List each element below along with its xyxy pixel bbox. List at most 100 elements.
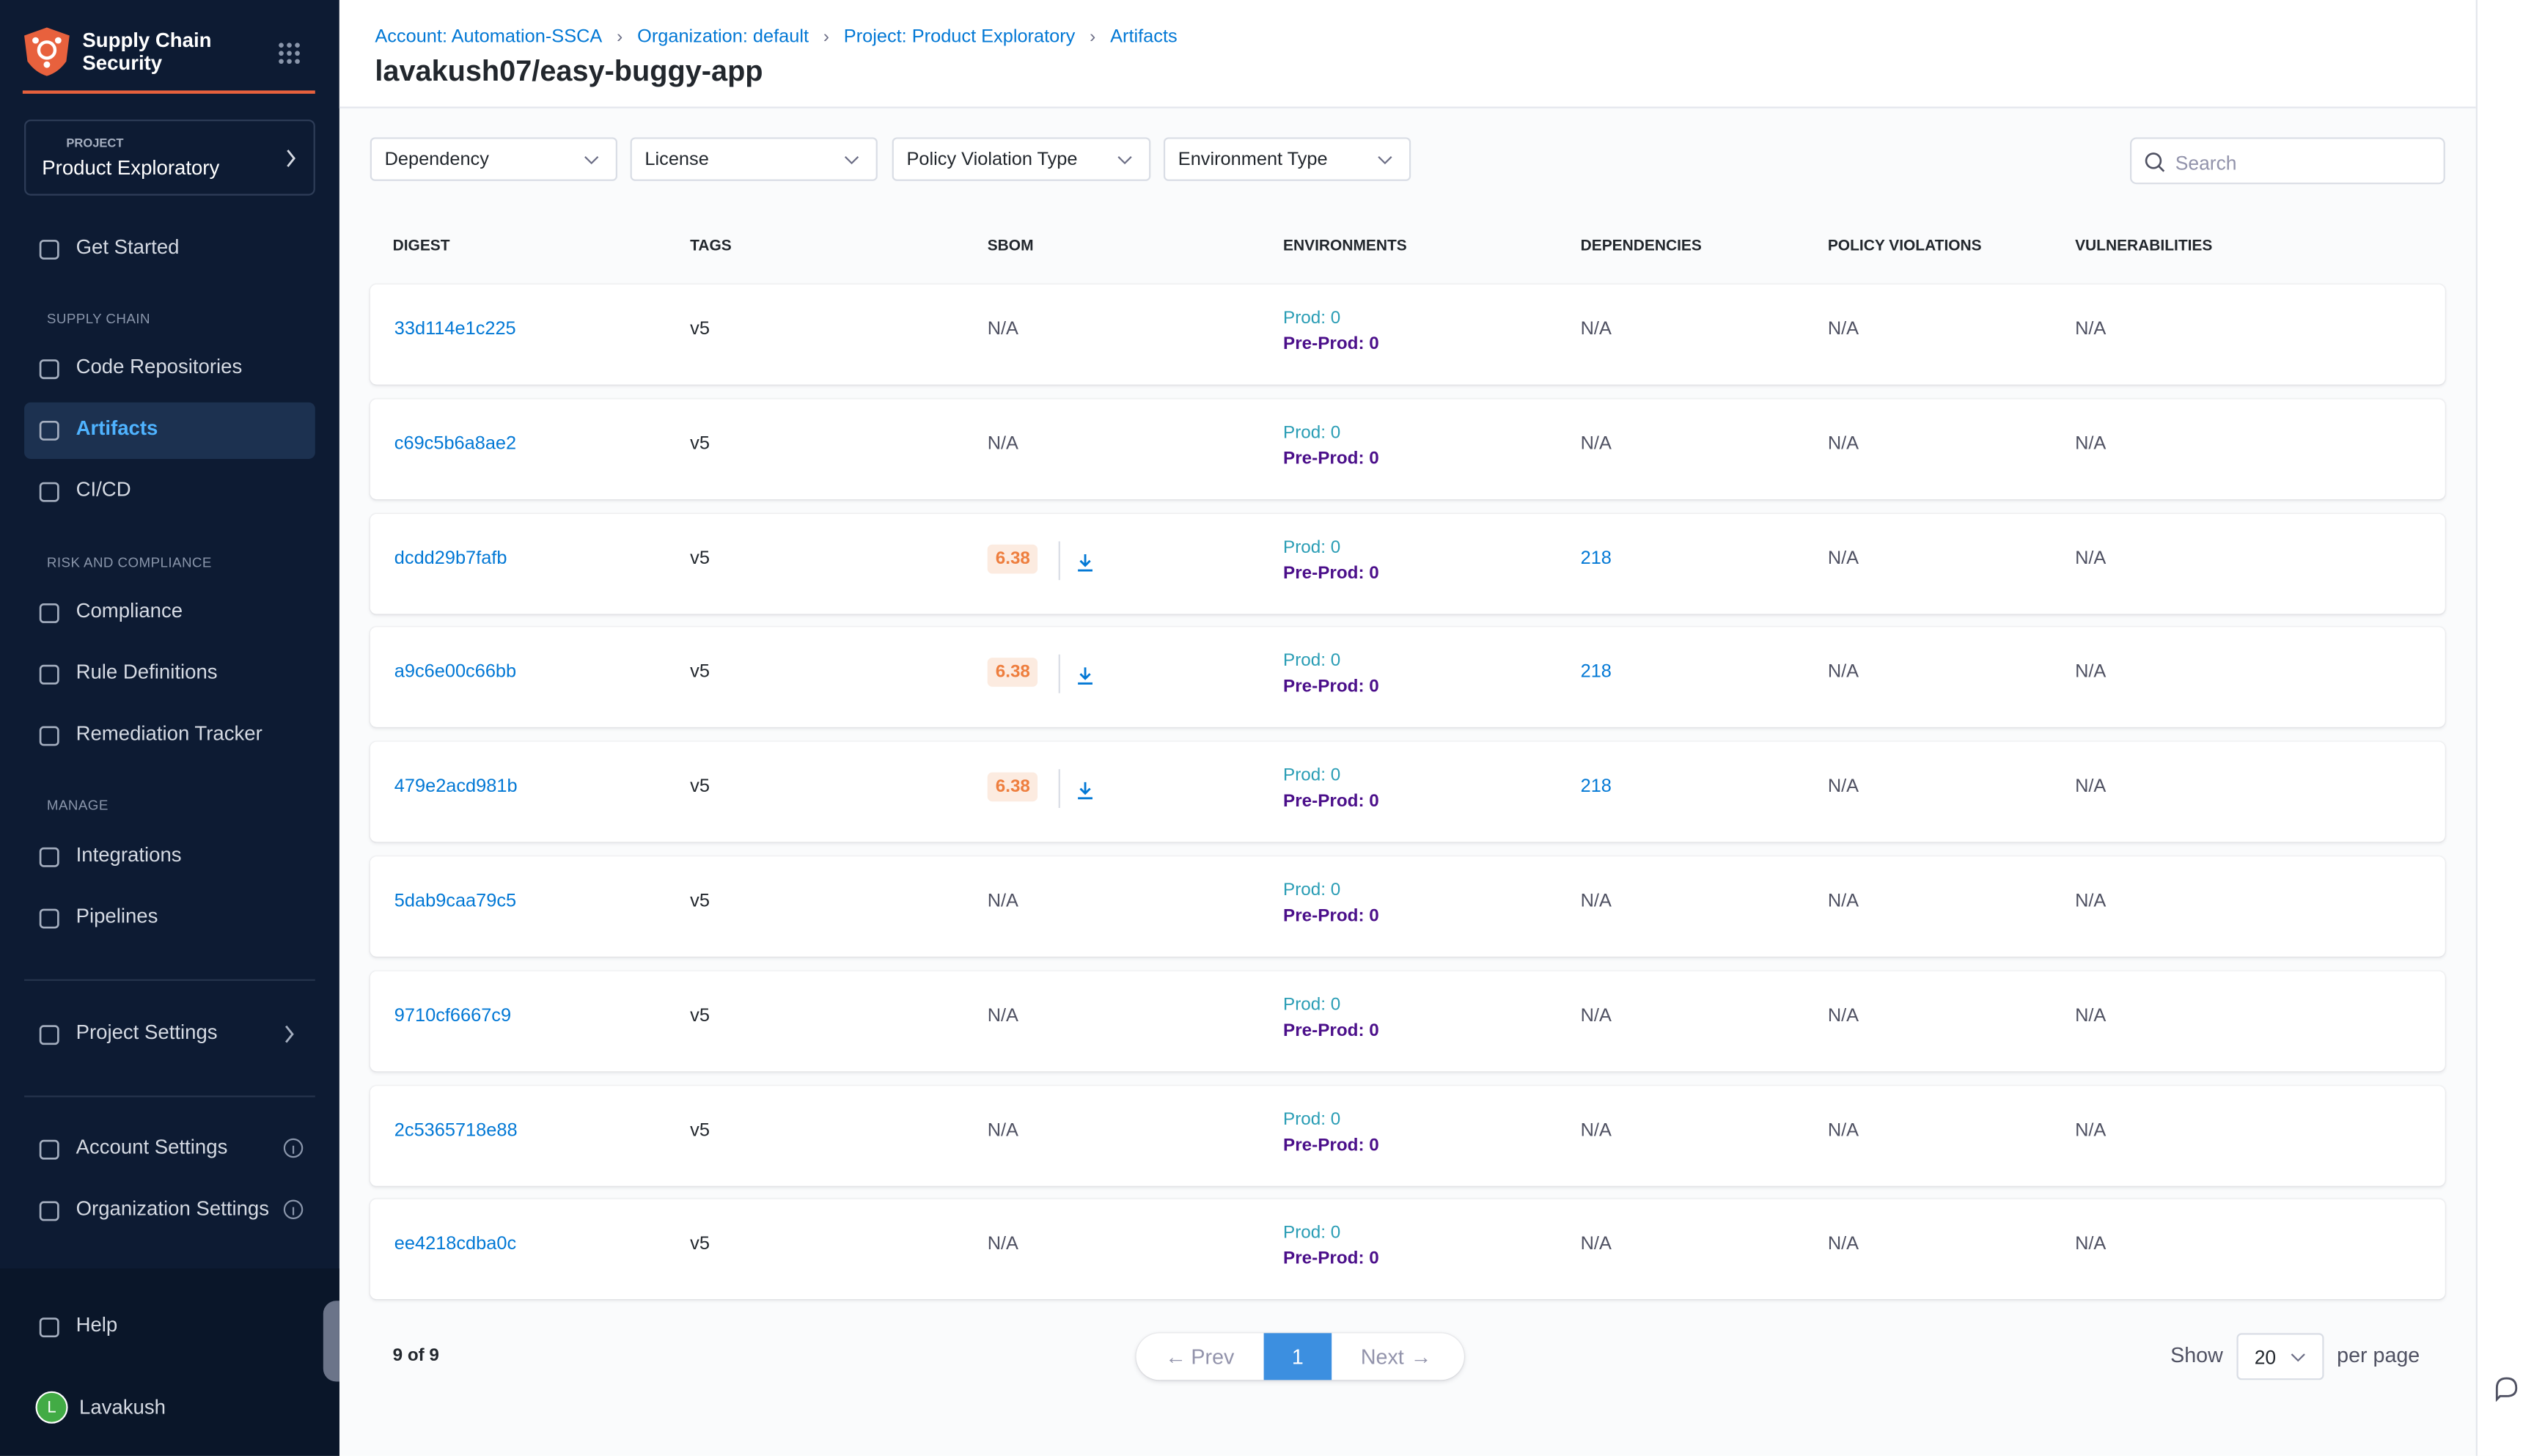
policy-violations: N/A: [1827, 891, 1859, 912]
nav-item[interactable]: CI/CD: [39, 478, 131, 502]
tag: v5: [690, 1120, 710, 1141]
dependencies: N/A: [1580, 891, 1612, 912]
sbom: N/A: [987, 1120, 1018, 1141]
chat-icon[interactable]: [2492, 1375, 2522, 1405]
policy-violations: N/A: [1827, 1120, 1859, 1141]
nav-item[interactable]: Project Settings: [39, 1021, 294, 1045]
breadcrumbs: Account: Automation-SSCA › Organization: d…: [375, 21, 1177, 51]
table-row[interactable]: [370, 513, 2445, 614]
next-button[interactable]: Next →: [1361, 1345, 1431, 1369]
env-prod: Prod: 0: [1283, 537, 1341, 557]
filter-dropdown[interactable]: Environment Type: [1163, 137, 1411, 181]
page-button[interactable]: 1: [1263, 1333, 1332, 1380]
env-prod: Prod: 0: [1283, 652, 1341, 672]
nav-item[interactable]: Help: [39, 1314, 117, 1338]
divider: [1058, 540, 1060, 580]
digest-link[interactable]: 5dab9caa79c5: [394, 891, 517, 912]
sbom-score[interactable]: 6.38: [987, 658, 1038, 688]
table-row[interactable]: [370, 1085, 2445, 1185]
nav-item[interactable]: Get Started: [39, 236, 180, 260]
crumb-sep: ›: [1090, 27, 1096, 47]
table-row[interactable]: [370, 628, 2445, 728]
digest-link[interactable]: dcdd29b7fafb: [394, 548, 507, 568]
dependencies[interactable]: 218: [1580, 777, 1612, 798]
pagination: ← Prev 1 Next →: [1136, 1333, 1464, 1380]
download-icon[interactable]: [1076, 551, 1094, 580]
prev-label: Prev: [1191, 1344, 1235, 1369]
digest-link[interactable]: a9c6e00c66bb: [394, 663, 517, 683]
table-row[interactable]: [370, 856, 2445, 957]
nav-item[interactable]: Integrations: [39, 844, 182, 867]
filter-label: Policy Violation Type: [906, 150, 1078, 170]
dependencies[interactable]: 218: [1580, 548, 1612, 568]
nav-item[interactable]: Organization Settings: [39, 1197, 304, 1221]
table-row[interactable]: [370, 398, 2445, 499]
env-prod: Prod: 0: [1283, 880, 1341, 900]
sbom-score[interactable]: 6.38: [987, 543, 1038, 573]
dependencies: N/A: [1580, 434, 1612, 454]
dependencies: N/A: [1580, 1235, 1612, 1255]
env-preprod: Pre-Prod: 0: [1283, 906, 1379, 926]
download-icon[interactable]: [1076, 779, 1094, 809]
vulnerabilities: N/A: [2075, 1120, 2107, 1141]
policy-violations: N/A: [1827, 1006, 1859, 1026]
table-row[interactable]: [370, 1199, 2445, 1300]
dependencies[interactable]: 218: [1580, 663, 1612, 683]
nav-item[interactable]: Code Repositories: [39, 356, 242, 380]
show-label: Show: [2170, 1342, 2223, 1367]
download-icon[interactable]: [1076, 665, 1094, 694]
breadcrumb[interactable]: Project: Product Exploratory: [843, 27, 1076, 47]
breadcrumb[interactable]: Artifacts: [1110, 27, 1178, 47]
nav-item[interactable]: Pipelines: [39, 905, 158, 929]
dependencies: N/A: [1580, 1006, 1612, 1026]
filter-label: Dependency: [384, 150, 489, 170]
filter-dropdown[interactable]: License: [630, 137, 878, 181]
module-logo: [24, 27, 70, 76]
project-selector[interactable]: PROJECT Product Exploratory: [24, 120, 315, 196]
digest-link[interactable]: c69c5b6a8ae2: [394, 434, 517, 454]
tag: v5: [690, 663, 710, 683]
digest-link[interactable]: 33d114e1c225: [394, 320, 516, 339]
tag: v5: [690, 434, 710, 454]
vulnerabilities: N/A: [2075, 548, 2107, 568]
page-size-select[interactable]: 20: [2236, 1333, 2324, 1380]
policy-violations: N/A: [1827, 777, 1859, 798]
nav-item[interactable]: Remediation Tracker: [39, 722, 262, 746]
sbom-score[interactable]: 6.38: [987, 772, 1038, 802]
env-prod: Prod: 0: [1283, 308, 1341, 328]
nav-item[interactable]: Account Settings: [39, 1136, 304, 1160]
nav-item[interactable]: Compliance: [39, 600, 183, 623]
digest-link[interactable]: 9710cf6667c9: [394, 1006, 512, 1026]
filter-label: License: [644, 150, 709, 170]
filter-dropdown[interactable]: Dependency: [370, 137, 617, 181]
digest-link[interactable]: 479e2acd981b: [394, 777, 518, 798]
tag: v5: [690, 777, 710, 798]
apps-icon[interactable]: [278, 42, 301, 65]
filter-dropdown[interactable]: Policy Violation Type: [892, 137, 1151, 181]
table-row[interactable]: [370, 284, 2445, 385]
vulnerabilities: N/A: [2075, 1006, 2107, 1026]
per-page-label: per page: [2337, 1342, 2420, 1367]
breadcrumb[interactable]: Organization: default: [637, 27, 809, 47]
breadcrumb[interactable]: Account: Automation-SSCA: [375, 27, 603, 47]
dependencies: N/A: [1580, 320, 1612, 339]
prev-button[interactable]: ← Prev: [1165, 1344, 1235, 1369]
page-header: Account: Automation-SSCA › Organization: d…: [339, 0, 2476, 109]
table-row[interactable]: [370, 742, 2445, 842]
separator: [24, 1095, 315, 1097]
result-count: 9 of 9: [392, 1346, 439, 1366]
search-box[interactable]: Search: [2130, 137, 2445, 185]
digest-link[interactable]: 2c5365718e88: [394, 1120, 518, 1141]
nav-item[interactable]: Artifacts: [39, 417, 158, 441]
env-prod: Prod: 0: [1283, 1109, 1341, 1129]
env-preprod: Pre-Prod: 0: [1283, 563, 1379, 583]
sidebar: Supply Chain Security PROJECT Product Ex…: [0, 0, 339, 1456]
search-placeholder: Search: [2175, 152, 2237, 175]
table-row[interactable]: [370, 971, 2445, 1071]
collapse-handle[interactable]: [323, 1301, 339, 1382]
tag: v5: [690, 548, 710, 568]
column-header: TAGS: [690, 238, 732, 256]
nav-item[interactable]: Rule Definitions: [39, 661, 218, 685]
digest-link[interactable]: ee4218cdba0c: [394, 1235, 517, 1255]
project-name: Product Exploratory: [42, 156, 220, 180]
